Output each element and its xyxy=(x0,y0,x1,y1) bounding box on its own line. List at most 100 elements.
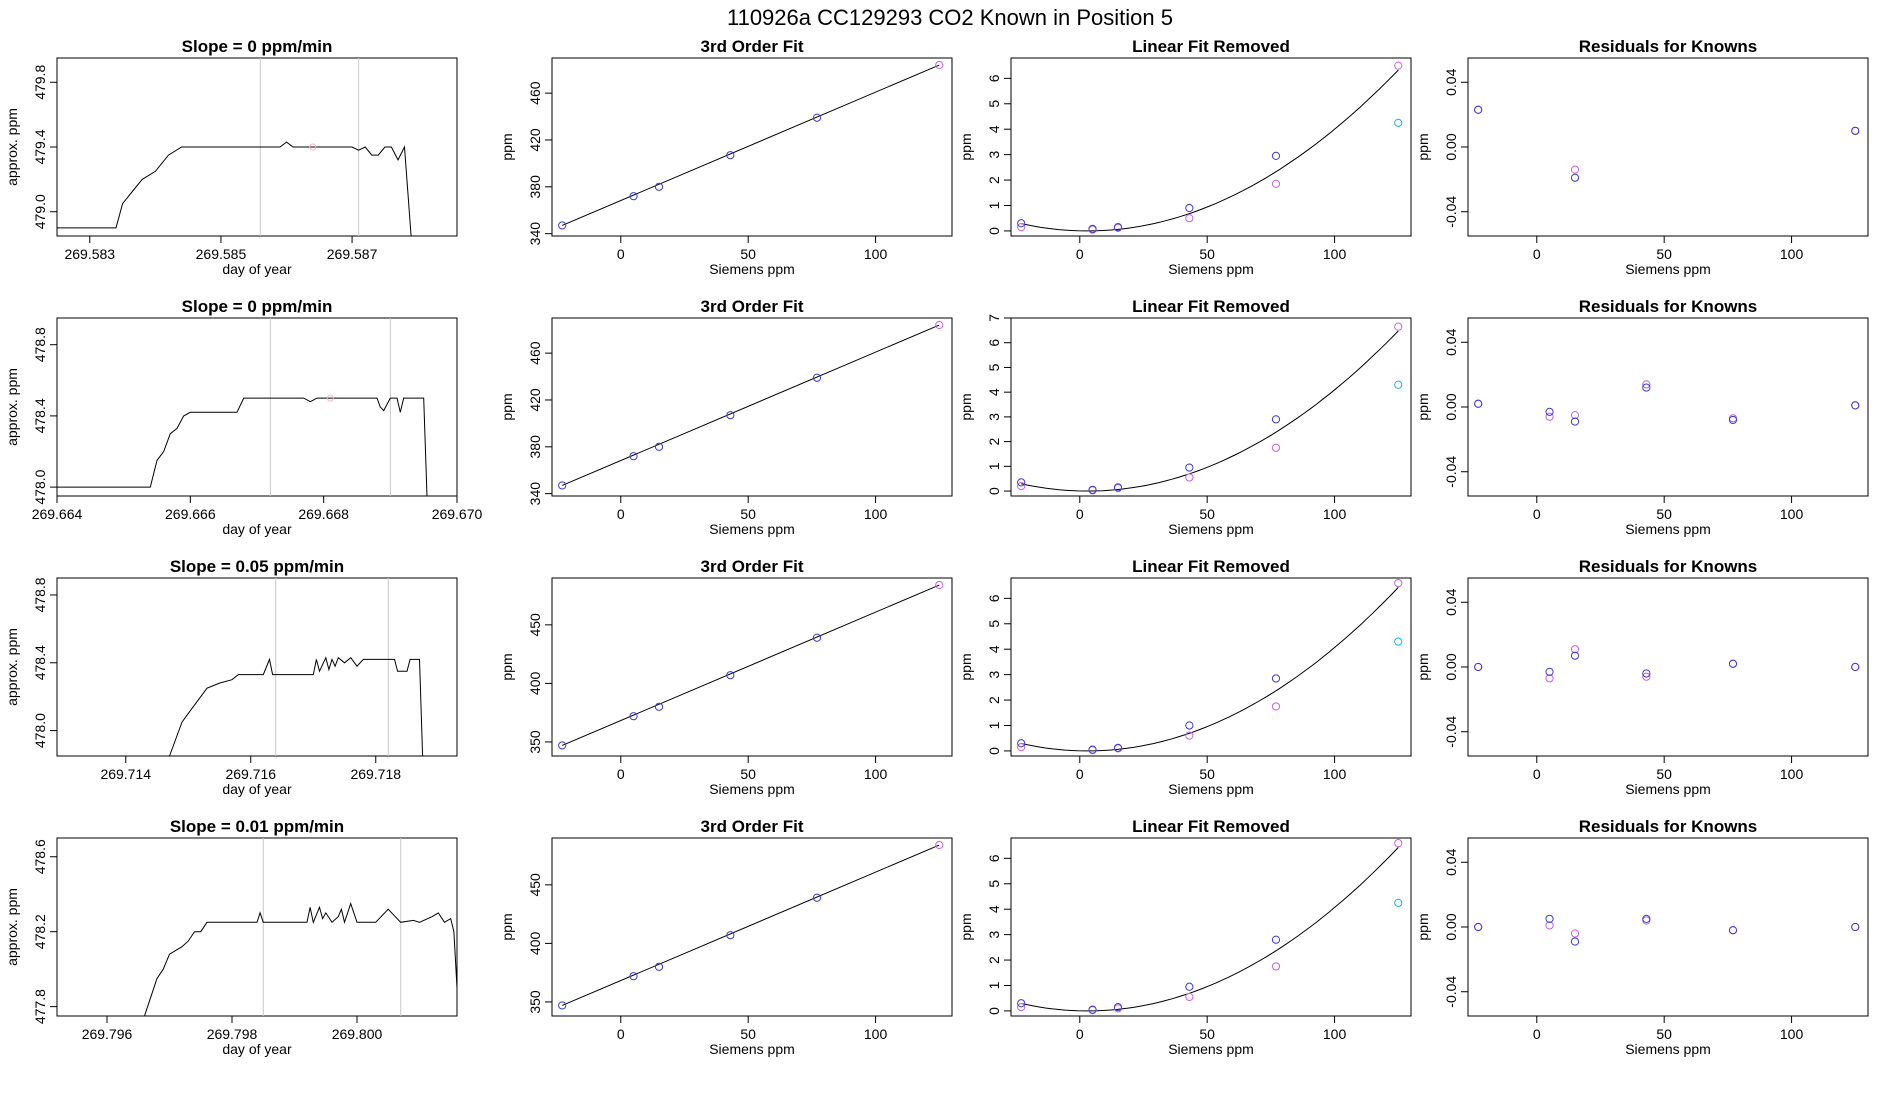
known-residual-point xyxy=(1570,651,1580,660)
plot-area xyxy=(1017,61,1403,234)
secondary-residual-point xyxy=(1570,165,1580,174)
y-tick-label: -0.04 xyxy=(1443,196,1459,228)
plot-frame xyxy=(1010,317,1412,497)
fit-point xyxy=(629,972,638,981)
secondary-point xyxy=(1271,962,1281,971)
y-tick-label: 380 xyxy=(527,175,543,199)
x-axis-label: Siemens ppm xyxy=(1168,1041,1254,1057)
plot-frame xyxy=(551,837,953,1017)
y-tick-label: 4 xyxy=(986,388,1002,396)
y-tick-label: 340 xyxy=(527,222,543,246)
fit-point xyxy=(558,481,567,490)
y-tick-label: 0 xyxy=(986,1007,1002,1015)
y-tick-label: 1 xyxy=(986,201,1002,209)
x-tick-label: 269.716 xyxy=(225,766,276,782)
x-tick-label: 50 xyxy=(1199,766,1215,782)
fit-line xyxy=(561,844,940,1006)
panel-title: Linear Fit Removed xyxy=(1132,817,1290,836)
y-tick-label: 1 xyxy=(986,981,1002,989)
quadratic-curve xyxy=(1021,69,1399,232)
known-point xyxy=(1113,1003,1123,1012)
secondary-point xyxy=(1017,1003,1026,1012)
x-tick-label: 50 xyxy=(1656,1026,1672,1042)
x-tick-label: 50 xyxy=(740,506,756,522)
secondary-point xyxy=(1017,482,1026,491)
x-tick-label: 269.585 xyxy=(196,246,247,262)
cyan-point xyxy=(1394,380,1403,389)
y-axis-label: ppm xyxy=(499,393,515,420)
x-tick-label: 269.664 xyxy=(32,506,83,522)
plot-area xyxy=(1474,105,1860,182)
fit-point xyxy=(654,702,664,711)
secondary-residual-point xyxy=(1570,645,1580,654)
known-point xyxy=(1271,151,1281,160)
fit-point xyxy=(726,671,735,680)
x-tick-label: 50 xyxy=(1656,506,1672,522)
fit-point xyxy=(629,192,638,201)
x-axis-label: day of year xyxy=(222,261,292,277)
panel-residuals-row2: Residuals for Knowns 0 50 100 -0.04 0.00 0.04 S… xyxy=(1415,297,1869,537)
panel-title: 3rd Order Fit xyxy=(701,297,804,316)
y-axis-label: ppm xyxy=(499,133,515,160)
known-residual-point xyxy=(1728,926,1738,935)
x-tick-label: 0 xyxy=(1533,246,1541,262)
secondary-point xyxy=(1271,179,1281,188)
known-residual-point xyxy=(1642,669,1651,678)
y-tick-label: 478.2 xyxy=(32,914,48,949)
y-axis-label: approx. ppm xyxy=(4,368,20,446)
plot-area xyxy=(1474,380,1860,426)
secondary-residual-point xyxy=(1570,410,1580,420)
x-tick-label: 0 xyxy=(617,766,625,782)
known-point xyxy=(1017,478,1026,487)
secondary-residual-point xyxy=(1642,380,1651,389)
y-tick-label: 4 xyxy=(986,645,1002,653)
known-residual-point xyxy=(1642,383,1651,392)
x-tick-label: 100 xyxy=(864,766,888,782)
y-tick-label: -0.04 xyxy=(1443,976,1459,1008)
x-axis-label: Siemens ppm xyxy=(1625,1041,1711,1057)
plot-frame xyxy=(1010,57,1412,237)
known-point xyxy=(1271,415,1281,424)
panel-linear-removed-row3: Linear Fit Removed 0 50 100 0 1 2 3 4 5 6 Siemens p… xyxy=(958,557,1412,797)
known-residual-point xyxy=(1570,173,1580,182)
y-axis-label: ppm xyxy=(1415,653,1431,680)
known-residual-point xyxy=(1851,662,1860,672)
panel-linear-removed-row4: Linear Fit Removed 0 50 100 0 1 2 3 4 5 6 Siemens p… xyxy=(958,817,1412,1057)
panel-residuals-row4: Residuals for Knowns 0 50 100 -0.04 0.00 0.04 S… xyxy=(1415,817,1869,1057)
cyan-point xyxy=(1394,118,1403,127)
x-axis-label: day of year xyxy=(222,521,292,537)
x-tick-label: 0 xyxy=(1076,246,1084,262)
y-tick-label: 450 xyxy=(527,613,543,637)
known-point xyxy=(1088,485,1097,494)
y-tick-label: 0.00 xyxy=(1443,653,1459,680)
y-tick-label: 479.4 xyxy=(32,129,48,164)
x-tick-label: 100 xyxy=(1323,506,1347,522)
known-point xyxy=(1185,463,1194,472)
panel-title: Residuals for Knowns xyxy=(1579,817,1758,836)
x-tick-label: 0 xyxy=(1533,766,1541,782)
y-tick-label: 0.00 xyxy=(1443,393,1459,420)
plot-area xyxy=(1017,578,1403,755)
plot-frame xyxy=(1467,57,1869,237)
plot-frame xyxy=(1467,317,1869,497)
panel-title: Residuals for Knowns xyxy=(1579,557,1758,576)
x-tick-label: 50 xyxy=(740,766,756,782)
y-tick-label: 350 xyxy=(527,990,543,1014)
plot-area xyxy=(1474,645,1860,683)
y-tick-label: 0 xyxy=(986,487,1002,495)
panel-title: Residuals for Knowns xyxy=(1579,297,1758,316)
known-point xyxy=(1017,219,1026,228)
x-tick-label: 0 xyxy=(617,506,625,522)
y-tick-label: 7 xyxy=(986,314,1002,322)
y-tick-label: 420 xyxy=(527,388,543,412)
figure-title: 110926a CC129293 CO2 Known in Position 5 xyxy=(727,5,1173,30)
secondary-point xyxy=(1017,223,1026,232)
known-residual-point xyxy=(1474,399,1483,408)
known-residual-point xyxy=(1728,659,1738,668)
y-tick-label: 2 xyxy=(986,956,1002,964)
fit-line xyxy=(561,324,940,486)
y-tick-label: 0 xyxy=(986,747,1002,755)
known-residual-point xyxy=(1545,407,1554,416)
panel-title: 3rd Order Fit xyxy=(701,817,804,836)
fit-point xyxy=(812,893,822,902)
